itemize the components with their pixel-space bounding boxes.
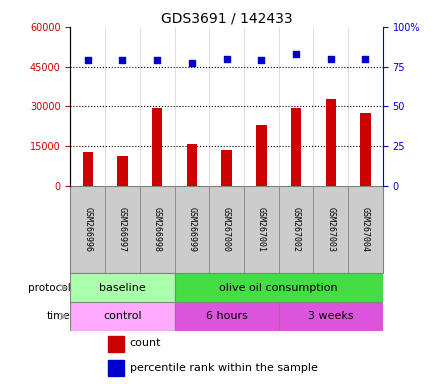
Text: percentile rank within the sample: percentile rank within the sample [130,363,318,373]
Text: olive oil consumption: olive oil consumption [220,283,338,293]
Point [327,56,334,62]
Text: control: control [103,311,142,321]
Bar [175,302,279,331]
Point [154,57,161,63]
Bar [108,336,124,352]
Bar [221,150,232,186]
Bar [175,186,209,273]
Point [223,56,230,62]
Point [258,57,265,63]
Bar [108,361,124,376]
Text: 6 hours: 6 hours [205,311,248,321]
Text: GSM267004: GSM267004 [361,207,370,252]
Bar [279,302,383,331]
Text: protocol: protocol [28,283,70,293]
Text: baseline: baseline [99,283,146,293]
Text: 3 weeks: 3 weeks [308,311,354,321]
Text: GSM267000: GSM267000 [222,207,231,252]
Text: GSM266996: GSM266996 [83,207,92,252]
Bar [244,186,279,273]
Text: GSM266999: GSM266999 [187,207,196,252]
Text: GSM267003: GSM267003 [326,207,335,252]
Bar [256,125,267,186]
Bar [348,186,383,273]
Bar [70,273,175,302]
Text: count: count [130,338,161,348]
Text: time: time [47,311,70,321]
Bar [70,302,175,331]
Bar [209,186,244,273]
Bar [360,113,370,186]
Text: GSM266998: GSM266998 [153,207,161,252]
Text: GSM267001: GSM267001 [257,207,266,252]
Bar [326,99,336,186]
Title: GDS3691 / 142433: GDS3691 / 142433 [161,12,293,26]
Bar [140,186,175,273]
Bar [83,152,93,186]
Text: GSM266997: GSM266997 [118,207,127,252]
Point [188,60,195,66]
Bar [70,186,105,273]
Point [119,57,126,63]
Point [362,56,369,62]
Bar [105,186,140,273]
Bar [291,108,301,186]
Bar [152,108,162,186]
Text: GSM267002: GSM267002 [292,207,301,252]
Bar [187,144,197,186]
Bar [117,156,128,186]
Point [84,57,91,63]
Bar [279,186,313,273]
Bar [175,273,383,302]
Point [293,51,300,57]
Bar [313,186,348,273]
